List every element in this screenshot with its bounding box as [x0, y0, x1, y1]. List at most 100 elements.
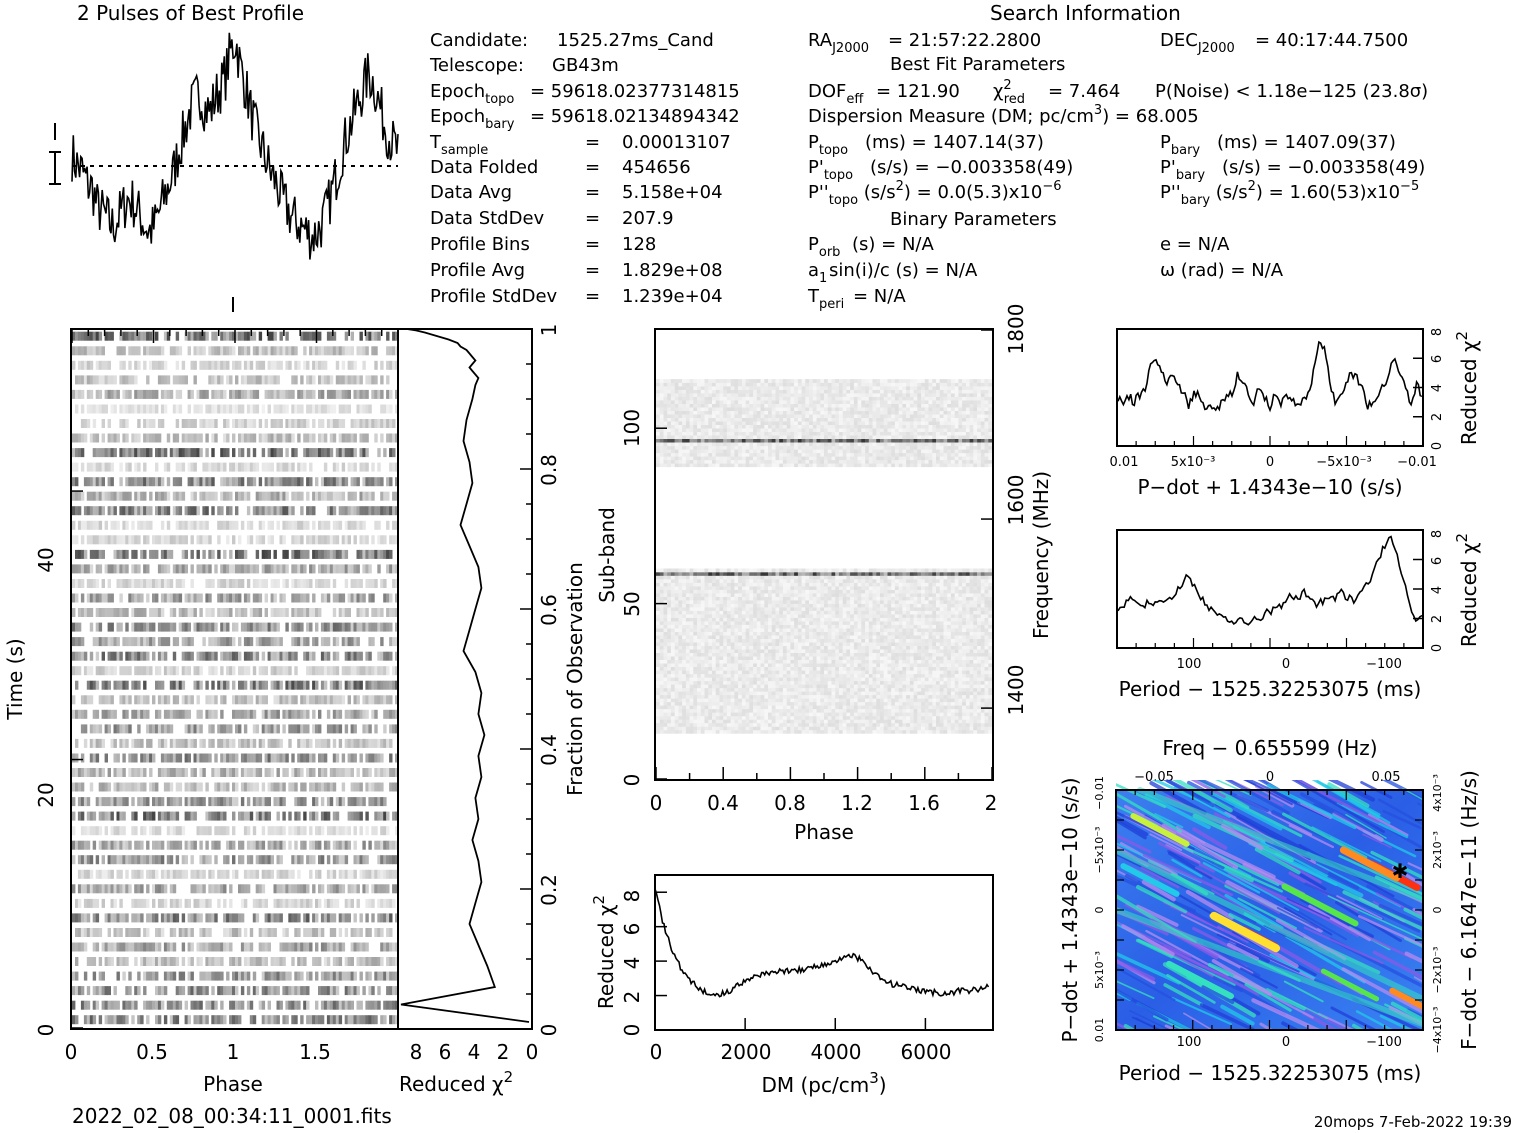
time-phase-cell — [243, 666, 248, 676]
time-phase-cell — [332, 869, 337, 879]
time-phase-cell — [297, 637, 301, 647]
time-phase-cell — [232, 419, 236, 428]
subband-cell — [734, 701, 739, 706]
time-phase-cell — [205, 709, 209, 719]
time-phase-cell — [140, 957, 144, 966]
subband-cell — [913, 726, 918, 731]
time-phase-cell — [125, 986, 129, 996]
time-phase-cell — [309, 448, 313, 458]
time-phase-cell — [223, 928, 227, 937]
time-phase-cell — [395, 331, 399, 341]
subband-cell — [958, 715, 963, 720]
time-phase-cell — [395, 695, 399, 705]
subband-cell — [723, 708, 728, 713]
time-phase-cell — [193, 477, 197, 487]
subband-cell — [768, 726, 772, 731]
time-phase-cell — [131, 549, 135, 559]
subband-cell — [939, 698, 944, 703]
time-phase-cell — [291, 535, 295, 545]
time-phase-cell — [80, 709, 85, 719]
subband-cell — [756, 726, 761, 731]
subband-cell — [842, 715, 847, 720]
time-phase-cell — [122, 419, 126, 428]
time-phase-cell — [258, 942, 263, 952]
subband-cell — [977, 712, 982, 717]
time-phase-cell — [140, 666, 144, 676]
time-phase-cell — [169, 957, 174, 966]
time-phase-cell — [312, 448, 316, 458]
subband-cell — [831, 701, 836, 706]
subband-cell — [801, 719, 806, 724]
time-phase-cell — [202, 826, 206, 836]
time-phase-cell — [143, 549, 147, 559]
time-phase-cell — [232, 637, 236, 647]
time-phase-cell — [368, 506, 372, 516]
time-phase-cell — [347, 695, 351, 705]
time-phase-cell — [270, 433, 274, 443]
time-phase-cell — [104, 360, 108, 370]
time-phase-cell — [140, 1015, 144, 1025]
time-phase-cell — [347, 957, 351, 966]
time-phase-cell — [323, 564, 328, 574]
time-phase-cell — [184, 433, 188, 443]
time-phase-cell — [95, 520, 100, 530]
subband-cell — [924, 712, 929, 717]
time-phase-cell — [315, 811, 319, 821]
time-phase-cell — [235, 375, 239, 385]
time-phase-cell — [190, 695, 194, 705]
info-eq-4: = — [585, 132, 600, 153]
time-phase-cell — [163, 389, 168, 399]
subband-cell — [816, 708, 821, 713]
subband-cell — [980, 708, 985, 713]
time-phase-cell — [320, 477, 325, 487]
time-phase-cell — [172, 768, 177, 777]
time-phase-cell — [169, 724, 174, 734]
time-phase-cell — [389, 957, 393, 966]
time-phase-cell — [122, 389, 126, 399]
time-phase-cell — [359, 753, 363, 763]
time-phase-cell — [332, 535, 337, 545]
time-phase-cell — [368, 971, 372, 981]
time-phase-cell — [98, 724, 103, 734]
time-phase-cell — [240, 389, 245, 399]
subband-cell — [700, 708, 705, 713]
subband-cell — [894, 715, 899, 720]
time-phase-cell — [350, 564, 354, 574]
time-phase-cell — [95, 928, 100, 937]
subband-cell — [988, 726, 993, 731]
subband-cell — [779, 712, 784, 717]
time-phase-cell — [220, 1015, 224, 1025]
subband-cell — [865, 722, 870, 727]
time-phase-cell — [172, 680, 177, 690]
time-phase-cell — [75, 346, 79, 356]
time-phase-cell — [131, 375, 135, 385]
time-phase-cell — [113, 564, 117, 574]
time-phase-cell — [377, 898, 381, 908]
time-phase-cell — [282, 1015, 286, 1025]
time-phase-cell — [205, 360, 209, 370]
time-phase-cell — [374, 608, 378, 617]
subband-cell — [756, 701, 761, 706]
time-phase-cell — [279, 477, 283, 487]
subband-cell — [902, 712, 907, 717]
subband-cell — [988, 715, 993, 720]
time-phase-cell — [291, 579, 295, 588]
time-phase-cell — [255, 535, 260, 545]
subband-cell — [715, 698, 720, 703]
time-phase-cell — [214, 782, 218, 792]
time-phase-cell — [80, 331, 85, 341]
time-phase-cell — [323, 491, 328, 501]
time-phase-cell — [353, 782, 357, 792]
time-phase-cell — [113, 928, 117, 937]
info-eq-8: = — [585, 234, 600, 255]
time-phase-cell — [273, 593, 277, 603]
time-phase-cell — [211, 797, 215, 807]
subband-cell — [809, 719, 814, 724]
subband-cell — [719, 698, 724, 703]
subband-cell — [824, 712, 828, 717]
time-phase-cell — [240, 346, 245, 356]
subband-cell — [723, 719, 728, 724]
time-phase-cell — [155, 797, 159, 807]
time-phase-cell — [368, 375, 372, 385]
time-phase-cell — [146, 811, 150, 821]
